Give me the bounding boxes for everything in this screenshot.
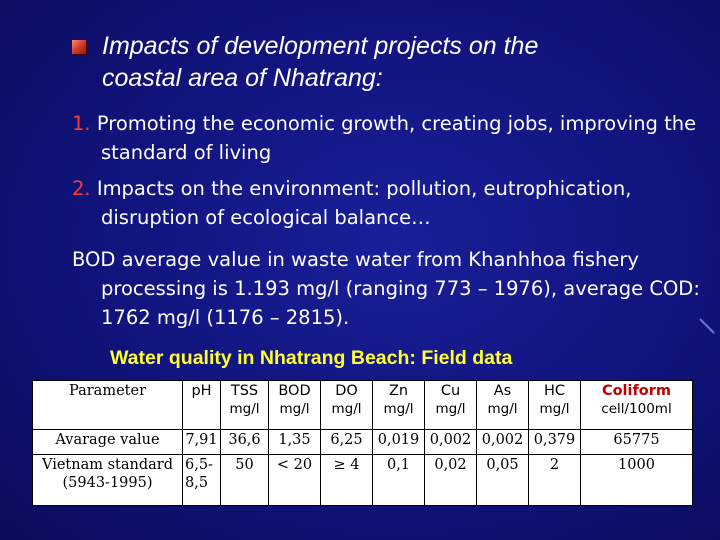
cell-value: 1,35 [268, 429, 321, 455]
point-1: 1. Promoting the economic growth, creati… [72, 109, 720, 167]
cell-value: 0,02 [424, 454, 477, 506]
cell-value: 36,6 [220, 429, 269, 455]
header-parameter: Parameter [32, 380, 183, 430]
cell-value: 2 [528, 454, 581, 506]
table-title: Water quality in Nhatrang Beach: Field d… [110, 347, 513, 369]
slide-heading: Impacts of development projects on the c… [72, 30, 692, 94]
header-bod: BOD mg/l [268, 380, 321, 430]
table-row: Vietnam standard (5943-1995) 6,5- 8,5 50 … [32, 454, 693, 506]
cell-value: 65775 [580, 429, 693, 455]
bod-paragraph: BOD average value in waste water from Kh… [72, 248, 700, 329]
heading-line-1: Impacts of development projects on the [102, 32, 539, 60]
cell-value: 6,25 [320, 429, 373, 455]
point-1-number: 1. [72, 112, 91, 135]
header-do: DO mg/l [320, 380, 373, 430]
cell-value: 0,002 [424, 429, 477, 455]
cell-value: 0,1 [372, 454, 425, 506]
cell-value: 0,05 [476, 454, 529, 506]
header-as: As mg/l [476, 380, 529, 430]
bullet-square-icon [72, 40, 86, 54]
cell-value: 7,91 [182, 429, 221, 455]
row-label: Vietnam standard (5943-1995) [32, 454, 183, 506]
heading-text: Impacts of development projects on the c… [72, 30, 692, 94]
header-coliform: Coliform cell/100ml [580, 380, 693, 430]
row-label: Avarage value [32, 429, 183, 455]
cell-value: 50 [220, 454, 269, 506]
point-2-text: Impacts on the environment: pollution, e… [96, 177, 632, 229]
point-2-number: 2. [72, 177, 91, 200]
cell-value: 0,002 [476, 429, 529, 455]
table-row: Avarage value 7,91 36,6 1,35 6,25 0,019 … [32, 429, 693, 455]
cell-value: 0,379 [528, 429, 581, 455]
table-header-row: Parameter pH TSS mg/l BOD mg/l DO mg/l Zn mg… [32, 380, 693, 430]
heading-line-2: coastal area of Nhatrang: [102, 64, 383, 92]
header-cu: Cu mg/l [424, 380, 477, 430]
decorative-line [699, 318, 715, 334]
cell-value: 6,5- 8,5 [182, 454, 221, 506]
header-zn: Zn mg/l [372, 380, 425, 430]
point-1-text: Promoting the economic growth, creating … [96, 112, 697, 164]
header-hc: HC mg/l [528, 380, 581, 430]
point-2: 2. Impacts on the environment: pollution… [72, 174, 720, 232]
header-ph: pH [182, 380, 221, 430]
header-tss: TSS mg/l [220, 380, 269, 430]
cell-value: 0,019 [372, 429, 425, 455]
cell-value: < 20 [268, 454, 321, 506]
cell-value: 1000 [580, 454, 693, 506]
cell-value: ≥ 4 [320, 454, 373, 506]
water-quality-table: Parameter pH TSS mg/l BOD mg/l DO mg/l Zn mg… [32, 380, 693, 506]
